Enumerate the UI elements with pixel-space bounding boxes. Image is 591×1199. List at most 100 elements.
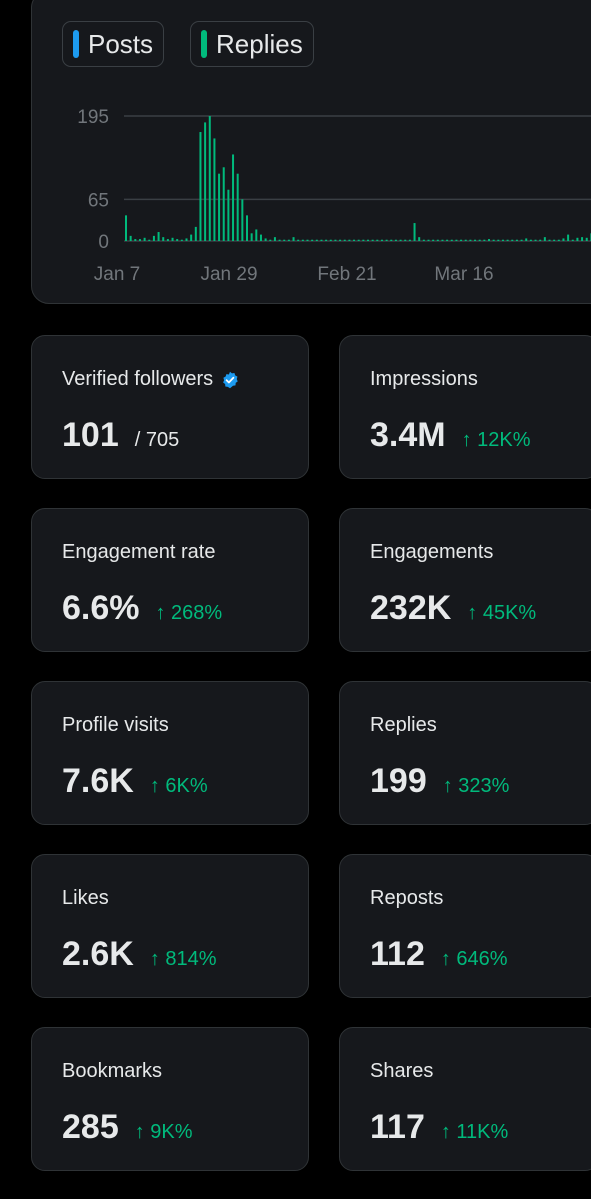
replies-bar xyxy=(576,237,579,241)
metric-card-verified-followers[interactable]: Verified followers 101 / 705 xyxy=(31,335,309,479)
replies-bar xyxy=(432,239,435,241)
replies-bar xyxy=(492,239,495,241)
legend-posts-button[interactable]: Posts xyxy=(62,21,165,67)
metric-value-engagement-rate: 6.6% ↑ 268% xyxy=(62,589,222,628)
replies-bar xyxy=(320,239,323,241)
replies-bar xyxy=(241,199,244,241)
metric-card-likes[interactable]: Likes 2.6K ↑ 814% xyxy=(31,854,309,998)
metric-value-reposts: 112 ↑ 646% xyxy=(370,935,508,974)
replies-bar xyxy=(194,226,197,241)
metric-change: ↑ 814% xyxy=(149,948,217,970)
replies-bar xyxy=(348,239,351,241)
replies-bar xyxy=(185,238,188,241)
metric-value-replies: 199 ↑ 323% xyxy=(370,762,509,801)
metric-label-bookmarks: Bookmarks xyxy=(62,1060,163,1082)
replies-bar xyxy=(394,239,397,241)
metric-card-impressions[interactable]: Impressions 3.4M ↑ 12K% xyxy=(339,335,591,479)
replies-bar xyxy=(380,239,383,241)
replies-bar xyxy=(506,239,509,241)
replies-bar xyxy=(204,122,207,241)
replies-bar xyxy=(529,239,532,241)
metric-label-impressions: Impressions xyxy=(370,368,478,390)
replies-bar xyxy=(138,239,141,241)
metric-card-profile-visits[interactable]: Profile visits 7.6K ↑ 6K% xyxy=(31,681,309,825)
replies-bar xyxy=(292,237,295,241)
y-tick-label: 0 xyxy=(98,232,109,253)
replies-bar xyxy=(176,239,179,241)
replies-bar xyxy=(446,239,449,241)
replies-bar xyxy=(385,239,388,241)
metric-value-text: 101 xyxy=(62,416,119,454)
metric-value-verified-followers: 101 / 705 xyxy=(62,416,179,455)
replies-bar xyxy=(520,239,523,241)
metric-value-text: 285 xyxy=(62,1108,119,1146)
replies-bar xyxy=(315,239,318,241)
replies-bar xyxy=(422,239,425,241)
metric-card-reposts[interactable]: Reposts 112 ↑ 646% xyxy=(339,854,591,998)
verified-badge-icon xyxy=(223,371,238,388)
metric-value-text: 199 xyxy=(370,762,427,800)
metric-card-engagements[interactable]: Engagements 232K ↑ 45K% xyxy=(339,508,591,652)
metric-card-shares[interactable]: Shares 117 ↑ 11K% xyxy=(339,1027,591,1171)
replies-bar xyxy=(585,237,588,241)
replies-bar xyxy=(306,239,309,241)
replies-bar xyxy=(264,238,267,241)
replies-bar xyxy=(334,239,337,241)
metric-value-impressions: 3.4M ↑ 12K% xyxy=(370,416,531,455)
replies-bar xyxy=(278,239,281,241)
replies-bar xyxy=(427,239,430,241)
replies-bar xyxy=(134,239,137,241)
replies-bar xyxy=(483,239,486,241)
metric-label-verified-followers: Verified followers xyxy=(62,368,239,391)
metric-card-engagement-rate[interactable]: Engagement rate 6.6% ↑ 268% xyxy=(31,508,309,652)
replies-bar xyxy=(180,239,183,241)
replies-bar xyxy=(222,167,225,241)
replies-bar xyxy=(478,239,481,241)
metric-card-bookmarks[interactable]: Bookmarks 285 ↑ 9K% xyxy=(31,1027,309,1171)
metric-total: / 705 xyxy=(134,429,180,451)
replies-bar xyxy=(208,116,211,241)
metric-label-replies: Replies xyxy=(370,714,437,736)
replies-bar xyxy=(562,238,565,241)
replies-bar xyxy=(362,239,365,241)
metric-value-profile-visits: 7.6K ↑ 6K% xyxy=(62,762,208,801)
replies-bar xyxy=(488,239,490,241)
metric-value-likes: 2.6K ↑ 814% xyxy=(62,935,217,974)
legend-posts-label: Posts xyxy=(88,28,154,59)
replies-bar xyxy=(250,233,253,241)
x-tick-label: Feb 21 xyxy=(317,264,376,285)
metric-label-engagement-rate: Engagement rate xyxy=(62,541,216,563)
replies-bar xyxy=(534,239,537,241)
replies-bar xyxy=(408,239,411,241)
metric-change: ↑ 45K% xyxy=(467,602,537,624)
replies-bar xyxy=(548,239,551,241)
replies-bar xyxy=(353,239,356,241)
replies-bar xyxy=(269,239,272,241)
x-tick-label: Jan 29 xyxy=(200,264,257,285)
replies-bar xyxy=(339,239,342,241)
replies-bar xyxy=(557,239,560,241)
replies-bar xyxy=(367,239,369,241)
replies-bar xyxy=(213,138,216,241)
metric-label-profile-visits: Profile visits xyxy=(62,714,169,736)
replies-bar xyxy=(143,237,146,241)
metric-label-text: Verified followers xyxy=(62,368,214,390)
replies-bar xyxy=(162,237,165,241)
replies-bar xyxy=(441,239,444,241)
replies-bar xyxy=(129,235,132,241)
replies-bar xyxy=(539,239,542,241)
replies-bar xyxy=(511,239,514,241)
replies-bar xyxy=(469,239,472,241)
legend-replies-button[interactable]: Replies xyxy=(190,21,314,67)
replies-bar xyxy=(157,232,160,241)
replies-bar xyxy=(301,239,304,241)
replies-bar xyxy=(571,239,574,241)
replies-bar xyxy=(455,239,458,241)
replies-bar xyxy=(227,189,230,241)
replies-bar xyxy=(553,239,556,241)
replies-bar xyxy=(460,239,463,241)
metric-value-text: 3.4M xyxy=(370,416,446,454)
metric-card-replies[interactable]: Replies 199 ↑ 323% xyxy=(339,681,591,825)
metric-value-text: 2.6K xyxy=(62,935,134,973)
replies-bar xyxy=(436,239,439,241)
